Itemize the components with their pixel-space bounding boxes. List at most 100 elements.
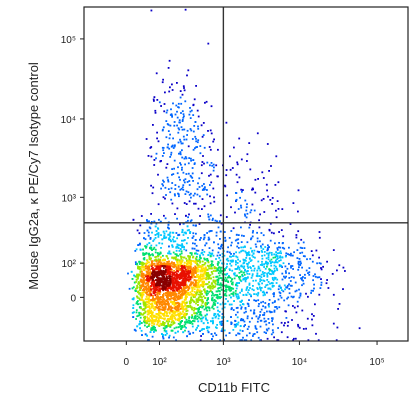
event-dot [192,309,195,312]
event-dot [132,316,135,318]
event-dot [190,196,192,199]
event-dot [173,265,176,268]
event-dot [164,308,167,310]
event-dot [277,208,280,210]
event-dot [265,284,268,287]
event-dot [256,320,259,323]
event-dot [275,155,278,158]
event-dot [311,324,314,327]
event-dot [175,295,178,298]
event-dot [178,292,180,295]
event-dot [272,278,274,280]
event-dot [154,306,157,308]
event-dot [166,261,169,263]
event-dot [171,319,174,322]
event-dot [169,124,172,127]
event-dot [236,316,239,319]
event-dot [179,269,182,272]
event-dot [332,293,335,296]
event-dot [210,282,213,285]
event-dot [169,282,172,285]
event-dot [163,258,165,261]
event-dot [189,256,191,259]
event-dot [212,264,214,266]
event-dot [259,278,262,281]
event-dot [163,292,165,295]
event-dot [184,163,186,166]
event-dot [170,113,173,116]
event-dot [181,239,183,242]
event-dot [264,293,266,296]
event-dot [221,262,223,265]
event-dot [135,263,137,265]
event-dot [153,100,155,102]
event-dot [154,248,157,251]
event-dot [253,249,256,252]
event-dot [232,291,235,294]
event-dot [188,271,191,274]
event-dot [145,245,148,248]
event-dot [279,259,282,262]
event-dot [296,305,299,308]
event-dot [185,290,188,292]
event-dot [239,260,241,263]
event-dot [131,278,134,280]
event-dot [302,279,304,282]
event-dot [242,319,244,322]
event-dot [215,290,218,293]
event-dot [235,251,237,254]
event-dot [184,323,187,325]
event-dot [314,273,316,276]
event-dot [267,281,270,283]
event-dot [246,203,248,206]
event-dot [147,313,150,316]
event-dot [251,188,253,191]
event-dot [275,253,278,256]
event-dot [223,338,225,341]
event-dot [156,293,159,296]
event-dot [240,265,242,268]
event-dot [143,319,146,322]
event-dot [154,264,156,267]
event-dot [177,308,180,311]
event-dot [155,268,158,270]
event-dot [241,339,243,342]
event-dot [175,296,178,299]
event-dot [193,320,196,323]
event-dot [199,238,201,241]
event-dot [238,271,241,274]
event-dot [179,323,181,326]
event-dot [200,237,202,239]
event-dot [171,238,174,241]
event-dot [170,294,173,296]
event-dot [320,281,323,284]
event-dot [310,250,313,252]
event-dot [161,259,164,262]
event-dot [216,275,219,278]
event-dot [177,127,180,130]
event-dot [152,248,155,250]
event-dot [197,296,200,299]
event-dot [250,294,252,297]
event-dot [326,260,328,263]
event-dot [169,156,172,158]
event-dot [177,141,180,144]
event-dot [234,211,236,214]
event-dot [148,272,150,275]
event-dot [167,322,169,325]
event-dot [248,320,251,323]
event-dot [175,302,178,305]
event-dot [158,299,161,301]
event-dot [225,267,227,269]
event-dot [236,161,239,164]
event-dot [153,220,156,223]
event-dot [143,253,146,255]
event-dot [187,260,190,263]
event-dot [192,286,194,289]
event-dot [155,222,158,225]
event-dot [261,291,264,294]
event-dot [302,328,305,330]
event-dot [200,284,203,287]
event-dot [187,145,190,148]
event-dot [181,156,184,159]
